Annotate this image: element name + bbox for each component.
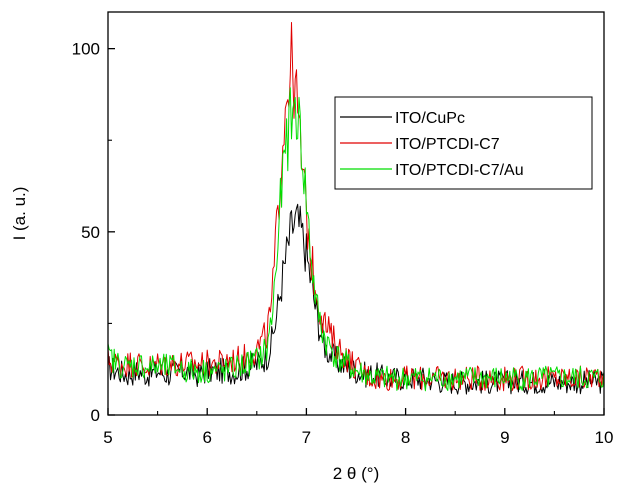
y-tick-label: 50 bbox=[81, 223, 100, 242]
x-tick-label: 7 bbox=[302, 428, 311, 447]
series-line-2 bbox=[107, 22, 605, 392]
x-axis-label: 2 θ (°) bbox=[333, 464, 379, 483]
x-tick-label: 8 bbox=[401, 428, 410, 447]
legend-label-3: ITO/PTCDI-C7/Au bbox=[395, 162, 524, 179]
legend-label-2: ITO/PTCDI-C7 bbox=[395, 136, 500, 153]
x-tick-label: 10 bbox=[595, 428, 614, 447]
x-tick-label: 5 bbox=[103, 428, 112, 447]
legend: ITO/CuPc ITO/PTCDI-C7 ITO/PTCDI-C7/Au bbox=[334, 96, 593, 190]
plot-frame bbox=[107, 11, 605, 416]
series-layer bbox=[107, 22, 605, 395]
y-tick-label: 0 bbox=[91, 406, 100, 425]
series-line-3 bbox=[107, 87, 605, 392]
y-axis-label: I (a. u.) bbox=[10, 187, 29, 241]
x-tick-label: 6 bbox=[202, 428, 211, 447]
legend-label-1: ITO/CuPc bbox=[395, 110, 465, 127]
x-tick-label: 9 bbox=[500, 428, 509, 447]
y-tick-label: 100 bbox=[72, 40, 100, 59]
